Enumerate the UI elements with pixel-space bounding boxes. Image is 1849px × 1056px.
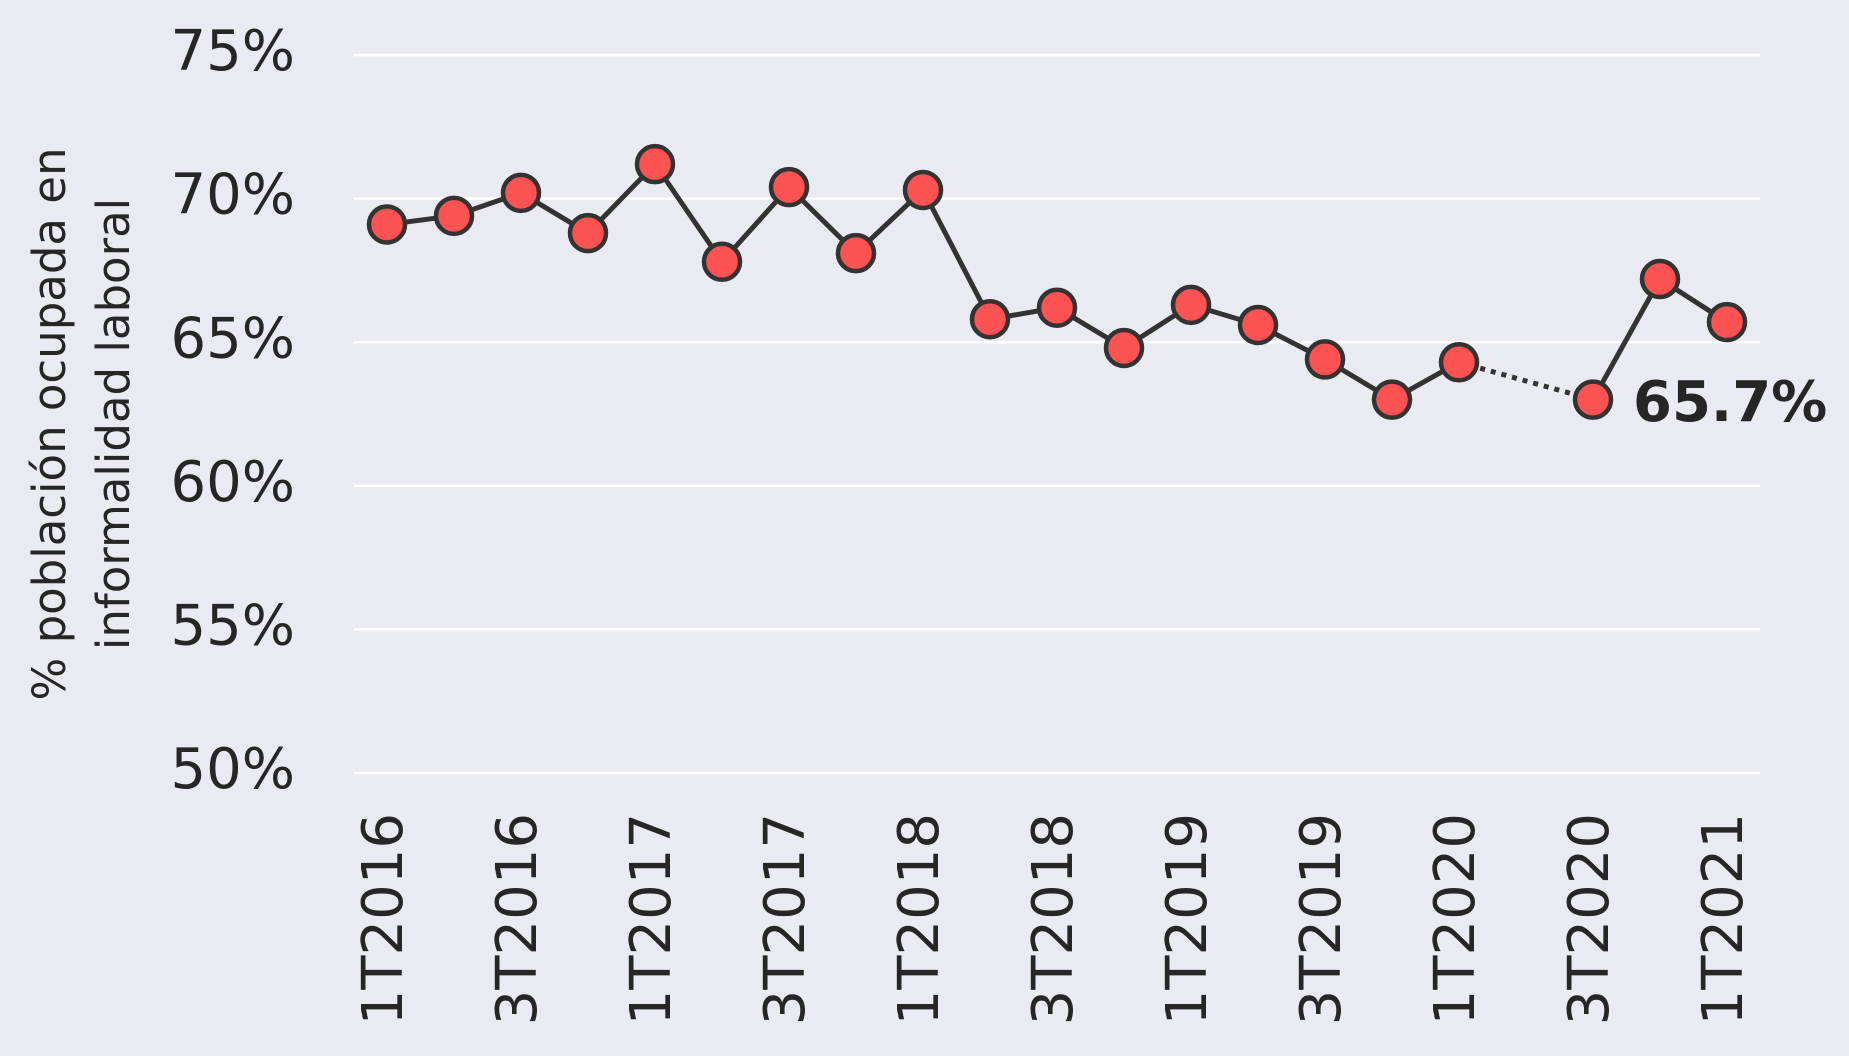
- marker: [433, 195, 475, 237]
- x-tick-label: 3T2016: [485, 813, 550, 1025]
- x-tick-label: 1T2018: [887, 813, 952, 1025]
- y-axis-label: % población ocupada en: [23, 148, 76, 701]
- x-tick-label: 1T2019: [1155, 813, 1220, 1025]
- x-tick-label: 3T2017: [753, 813, 818, 1025]
- y-tick-label: 75%: [171, 19, 295, 84]
- marker: [835, 232, 877, 274]
- marker: [1371, 379, 1413, 420]
- y-axis-label: informalidad laboral: [87, 198, 140, 650]
- value-label: 65.7%: [1633, 370, 1827, 435]
- marker: [567, 212, 609, 254]
- marker: [500, 172, 542, 214]
- x-tick-label: 3T2020: [1557, 813, 1622, 1025]
- x-tick-label: 1T2017: [619, 813, 684, 1025]
- marker: [1706, 301, 1748, 343]
- x-tick-label: 3T2019: [1289, 813, 1354, 1025]
- x-tick-label: 1T2016: [351, 813, 416, 1025]
- marker: [1304, 339, 1346, 380]
- marker: [1639, 258, 1681, 300]
- marker: [1572, 379, 1614, 420]
- x-tick-label: 3T2018: [1021, 813, 1086, 1025]
- marker: [366, 204, 408, 245]
- marker: [1036, 287, 1078, 328]
- y-tick-label: 55%: [171, 594, 295, 659]
- y-tick-label: 70%: [171, 163, 295, 228]
- marker: [1170, 284, 1212, 326]
- y-tick-label: 60%: [171, 450, 295, 515]
- x-tick-label: 1T2020: [1423, 813, 1488, 1025]
- y-tick-label: 65%: [171, 306, 295, 371]
- marker: [1103, 327, 1145, 369]
- gap-bridge: [1458, 359, 1594, 403]
- marker: [1237, 304, 1279, 346]
- marker: [1438, 342, 1480, 383]
- marker: [768, 166, 810, 208]
- marker: [969, 298, 1011, 340]
- x-tick-label: 1T2021: [1691, 813, 1756, 1025]
- y-tick-label: 50%: [171, 737, 295, 802]
- marker: [701, 241, 743, 283]
- marker: [634, 143, 676, 185]
- marker: [902, 169, 944, 211]
